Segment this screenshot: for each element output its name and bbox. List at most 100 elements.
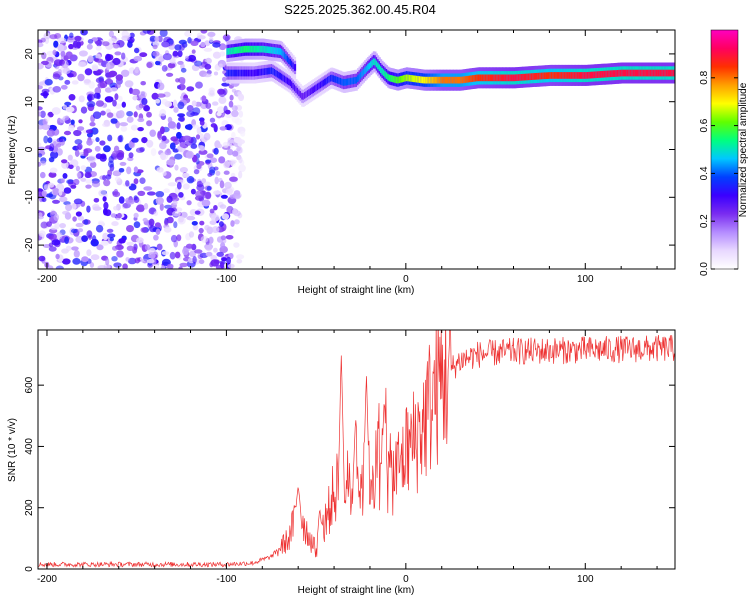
heatmap-noise-blob (159, 203, 164, 211)
heatmap-ridge-segment (367, 64, 370, 71)
heatmap-ridge-segment (625, 69, 628, 77)
heatmap-noise-blob (100, 110, 106, 116)
heatmap-ridge-segment (281, 73, 284, 81)
heatmap-ridge-segment (483, 74, 486, 82)
heatmap-ridge-segment (391, 75, 394, 83)
heatmap-ridge-segment (479, 74, 482, 82)
heatmap-noise-blob (207, 172, 213, 177)
heatmap-upper-branch-segment (246, 45, 249, 53)
heatmap-noise-blob (126, 245, 135, 251)
heatmap-noise-blob (38, 142, 42, 147)
heatmap-noise-blob (125, 199, 135, 205)
heatmap-noise-blob (133, 111, 138, 118)
heatmap-noise-blob (230, 220, 235, 227)
heatmap-ridge-segment (246, 69, 249, 77)
heatmap-noise-blob (212, 101, 219, 106)
heatmap-upper-branch-segment (269, 46, 272, 54)
heatmap-noise-blob (77, 126, 85, 131)
heatmap-noise-blob (107, 233, 116, 238)
heatmap-noise-blob (160, 126, 165, 135)
heatmap-noise-blob (229, 94, 234, 101)
heatmap-noise-blob (179, 78, 186, 85)
heatmap-noise-blob (229, 176, 238, 182)
heatmap-noise-blob (65, 203, 73, 212)
heatmap-noise-blob (60, 84, 68, 90)
heatmap-ridge-segment (662, 69, 665, 77)
heatmap-ridge-segment (235, 69, 238, 77)
heatmap-noise-blob (62, 67, 71, 75)
heatmap-ridge-segment (453, 76, 456, 84)
heatmap-ridge-segment (348, 78, 351, 85)
heatmap-noise-blob (84, 68, 93, 76)
heatmap-noise-blob (156, 167, 164, 173)
heatmap-noise-blob (105, 62, 111, 71)
heatmap-ridge-segment (292, 82, 295, 90)
heatmap-noise-blob (229, 228, 236, 235)
heatmap-ridge-segment (309, 88, 312, 95)
heatmap-ridge-segment (658, 69, 661, 77)
heatmap-ridge-segment (516, 74, 519, 81)
heatmap-noise-blob (81, 256, 89, 263)
heatmap-ridge-segment (525, 73, 528, 81)
heatmap-ridge-segment (318, 82, 321, 90)
heatmap-noise-blob (172, 200, 178, 205)
heatmap-noise-blob (99, 140, 106, 146)
heatmap-ridge-segment (496, 74, 499, 82)
heatmap-upper-branch-segment (275, 47, 278, 55)
heatmap-noise-blob (216, 251, 224, 257)
heatmap-noise-blob (177, 50, 183, 58)
heatmap-ridge-segment (282, 74, 285, 82)
heatmap-noise-blob (177, 113, 186, 118)
heatmap-y-tick-label: 20 (24, 48, 35, 60)
heatmap-noise-blob (40, 160, 47, 166)
heatmap-upper-branch-segment (278, 47, 281, 55)
heatmap-noise-blob (141, 137, 148, 144)
heatmap-noise-blob (85, 129, 93, 134)
heatmap-noise-blob (52, 199, 60, 204)
heatmap-ridge-segment (624, 69, 627, 77)
heatmap-noise-blob (75, 211, 82, 217)
heatmap-noise-blob (157, 82, 165, 91)
heatmap-ridge-segment (440, 76, 443, 84)
heatmap-ridge-segment (497, 74, 500, 82)
heatmap-noise-blob (167, 62, 176, 69)
heatmap-noise-blob (87, 39, 94, 44)
heatmap-upper-branch-segment (258, 45, 261, 53)
heatmap-upper-branch-segment (230, 47, 233, 55)
heatmap-noise-blob (198, 259, 205, 265)
heatmap-ridge-segment (392, 75, 396, 83)
heatmap-noise-blob (95, 45, 102, 51)
heatmap-ridge-segment (469, 75, 472, 83)
heatmap-noise-blob (217, 106, 225, 114)
heatmap-ridge-segment (573, 72, 576, 79)
heatmap-ridge-segment (556, 72, 559, 79)
heatmap-ridge-segment (371, 59, 374, 67)
heatmap-noise-blob (76, 41, 81, 49)
heatmap-noise-blob (41, 88, 50, 94)
heatmap-noise-blob (199, 145, 206, 152)
heatmap-upper-branch-segment (229, 47, 232, 55)
heatmap-ridge-segment (513, 74, 516, 82)
heatmap-ridge-segment (232, 69, 235, 77)
heatmap-noise-blob (126, 111, 133, 117)
heatmap-noise-blob (48, 157, 55, 163)
heatmap-noise-blob (130, 124, 138, 131)
heatmap-noise-blob (188, 231, 195, 238)
heatmap-noise-blob (65, 106, 75, 113)
heatmap-ridge-segment (418, 76, 421, 83)
heatmap-ridge-segment (532, 73, 535, 80)
heatmap-ridge-segment (509, 74, 512, 82)
heatmap-ridge-segment (502, 74, 505, 82)
heatmap-noise-blob (104, 209, 112, 217)
heatmap-ridge-segment (542, 72, 545, 80)
heatmap-noise-blob (78, 61, 87, 68)
heatmap-ridge-segment (648, 69, 651, 77)
colorbar-tick-label: 0.8 (699, 70, 710, 84)
heatmap-ridge-segment (512, 74, 515, 82)
heatmap-noise-blob (93, 198, 100, 203)
heatmap-x-ticks: -200 -100 0 100 (37, 30, 658, 285)
heatmap-ridge-segment (268, 67, 271, 75)
heatmap-noise-blob (218, 89, 227, 98)
heatmap-ridge-segment (298, 89, 301, 97)
heatmap-upper-branch-segment (235, 47, 238, 54)
